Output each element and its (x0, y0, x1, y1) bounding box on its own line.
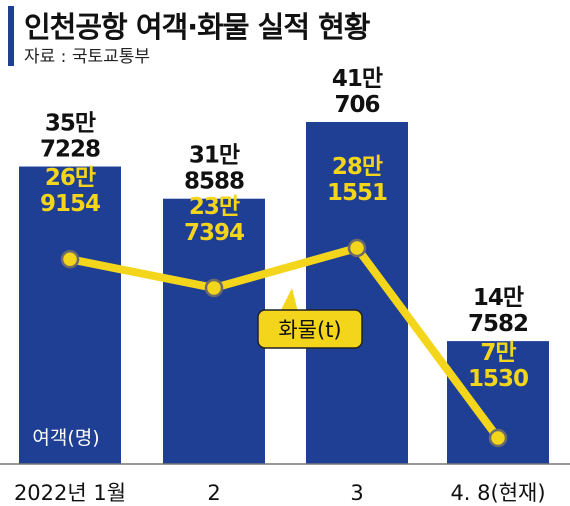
cargo-point-1 (60, 249, 80, 269)
cargo-value-label-2: 23만 7394 (184, 194, 244, 246)
title-accent-bar (8, 6, 14, 66)
bar-value-label-4: 14만 7582 (468, 285, 528, 337)
x-tick-label-4: 4. 8(현재) (450, 481, 545, 505)
legend-cargo-pointer (280, 288, 298, 312)
cargo-value-label-3: 28만 1551 (327, 154, 387, 206)
cargo-point-2 (204, 278, 224, 298)
bar-1 (19, 166, 121, 464)
legend-cargo-box (257, 309, 363, 349)
cargo-value-label-4: 7만 1530 (468, 340, 528, 392)
x-tick-label-3: 3 (350, 481, 363, 505)
cargo-value-label-1: 26만 9154 (40, 165, 100, 217)
cargo-point-4 (488, 428, 508, 448)
legend-passengers: 여객(명) (32, 427, 99, 449)
cargo-point-3 (347, 238, 367, 258)
bar-value-label-1: 35만 7228 (40, 111, 100, 163)
x-tick-label-2: 2 (207, 481, 220, 505)
cargo-line (69, 244, 502, 441)
bar-2 (163, 198, 265, 464)
legend-cargo: 화물(t) (278, 318, 341, 342)
chart-source: 자료 : 국토교통부 (24, 47, 151, 67)
bar-value-label-3: 41만 706 (332, 66, 383, 118)
chart-title: 인천공항 여객·화물 실적 현황 (24, 10, 370, 44)
bar-value-label-2: 31만 8588 (184, 143, 244, 195)
x-tick-label-1: 2022년 1월 (14, 481, 126, 505)
